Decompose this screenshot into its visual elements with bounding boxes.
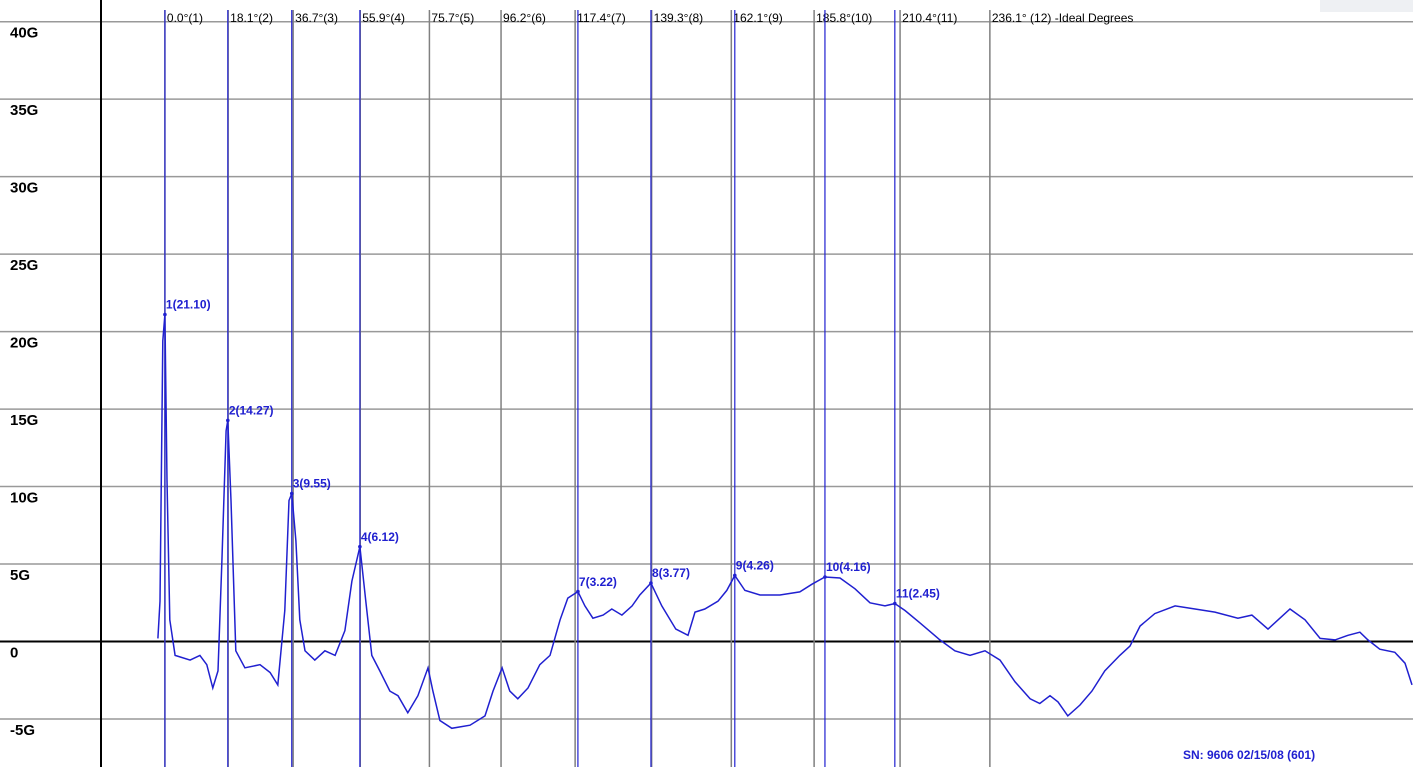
ideal-label: 185.8°(10) — [816, 11, 872, 25]
ideal-label: 210.4°(11) — [902, 11, 957, 25]
y-tick-label: 0 — [10, 644, 18, 661]
ideal-label: 117.4°(7) — [577, 11, 626, 25]
peak-marker — [649, 581, 653, 585]
peak-marker — [163, 312, 167, 317]
ideal-label: 36.7°(3) — [295, 11, 338, 25]
peak-marker — [576, 589, 580, 594]
ideal-label: 0.0°(1) — [167, 11, 203, 25]
peak-marker — [893, 601, 897, 606]
ideal-label: 96.2°(6) — [503, 11, 546, 25]
y-tick-label: -5G — [10, 722, 35, 739]
serial-note: SN: 9606 02/15/08 (601) — [1183, 748, 1315, 762]
peak-label: 8(3.77) — [652, 566, 690, 580]
peak-marker — [733, 573, 737, 578]
ideal-label: 75.7°(5) — [431, 11, 474, 25]
y-tick-label: 15G — [10, 412, 38, 429]
peak-marker — [358, 544, 362, 549]
ideal-label: 162.1°(9) — [733, 11, 783, 25]
y-tick-label: 10G — [10, 490, 38, 507]
peak-label: 4(6.12) — [361, 530, 399, 544]
peak-marker — [289, 491, 294, 496]
y-tick-label: 40G — [10, 25, 38, 42]
ideal-label: 139.3°(8) — [654, 11, 704, 25]
peak-label: 3(9.55) — [293, 477, 331, 491]
peak-marker — [226, 418, 230, 423]
y-tick-label: 5G — [10, 567, 30, 584]
y-tick-label: 25G — [10, 257, 38, 274]
ideal-label: 18.1°(2) — [230, 11, 273, 25]
y-tick-label: 30G — [10, 180, 38, 197]
peak-marker — [823, 575, 827, 579]
peak-label: 9(4.26) — [736, 559, 774, 573]
peak-label: 1(21.10) — [166, 298, 211, 312]
waveform — [157, 314, 1413, 730]
ideal-label: 55.9°(4) — [362, 11, 405, 25]
peak-label: 11(2.45) — [896, 587, 940, 601]
corner-panel — [1320, 0, 1413, 12]
peak-label: 10(4.16) — [826, 560, 871, 574]
y-tick-label: 20G — [10, 335, 38, 352]
y-tick-label: 35G — [10, 102, 38, 119]
ideal-label: 236.1° (12) -Ideal Degrees — [992, 11, 1134, 25]
peak-label: 2(14.27) — [229, 404, 274, 418]
peak-label: 7(3.22) — [579, 575, 617, 589]
